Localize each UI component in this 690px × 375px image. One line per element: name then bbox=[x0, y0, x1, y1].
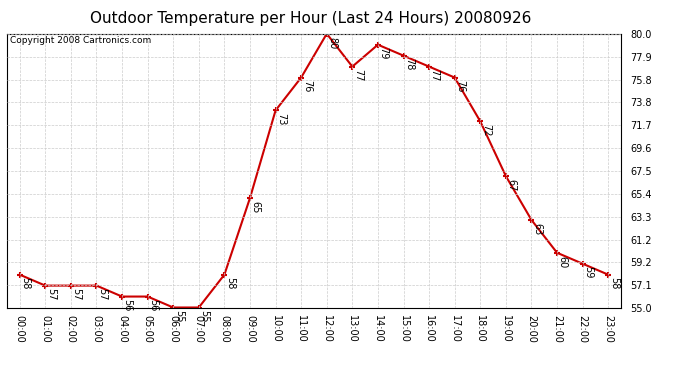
Text: 58: 58 bbox=[225, 278, 235, 290]
Text: 56: 56 bbox=[123, 299, 132, 312]
Text: 63: 63 bbox=[532, 223, 542, 235]
Text: 57: 57 bbox=[72, 288, 81, 301]
Text: 57: 57 bbox=[46, 288, 56, 301]
Text: 60: 60 bbox=[558, 255, 568, 268]
Text: 58: 58 bbox=[609, 278, 619, 290]
Text: 58: 58 bbox=[20, 278, 30, 290]
Text: 79: 79 bbox=[379, 48, 388, 60]
Text: 72: 72 bbox=[481, 124, 491, 136]
Text: Copyright 2008 Cartronics.com: Copyright 2008 Cartronics.com bbox=[10, 36, 151, 45]
Text: 57: 57 bbox=[97, 288, 107, 301]
Text: 77: 77 bbox=[353, 69, 363, 82]
Text: 55: 55 bbox=[174, 310, 184, 323]
Text: 77: 77 bbox=[430, 69, 440, 82]
Text: 67: 67 bbox=[506, 179, 516, 191]
Text: 73: 73 bbox=[276, 113, 286, 126]
Text: 80: 80 bbox=[327, 36, 337, 49]
Text: 78: 78 bbox=[404, 58, 414, 71]
Text: 76: 76 bbox=[302, 80, 312, 93]
Text: 65: 65 bbox=[250, 201, 261, 213]
Text: 55: 55 bbox=[199, 310, 209, 323]
Text: 59: 59 bbox=[583, 267, 593, 279]
Text: 76: 76 bbox=[455, 80, 465, 93]
Text: Outdoor Temperature per Hour (Last 24 Hours) 20080926: Outdoor Temperature per Hour (Last 24 Ho… bbox=[90, 11, 531, 26]
Text: 56: 56 bbox=[148, 299, 158, 312]
